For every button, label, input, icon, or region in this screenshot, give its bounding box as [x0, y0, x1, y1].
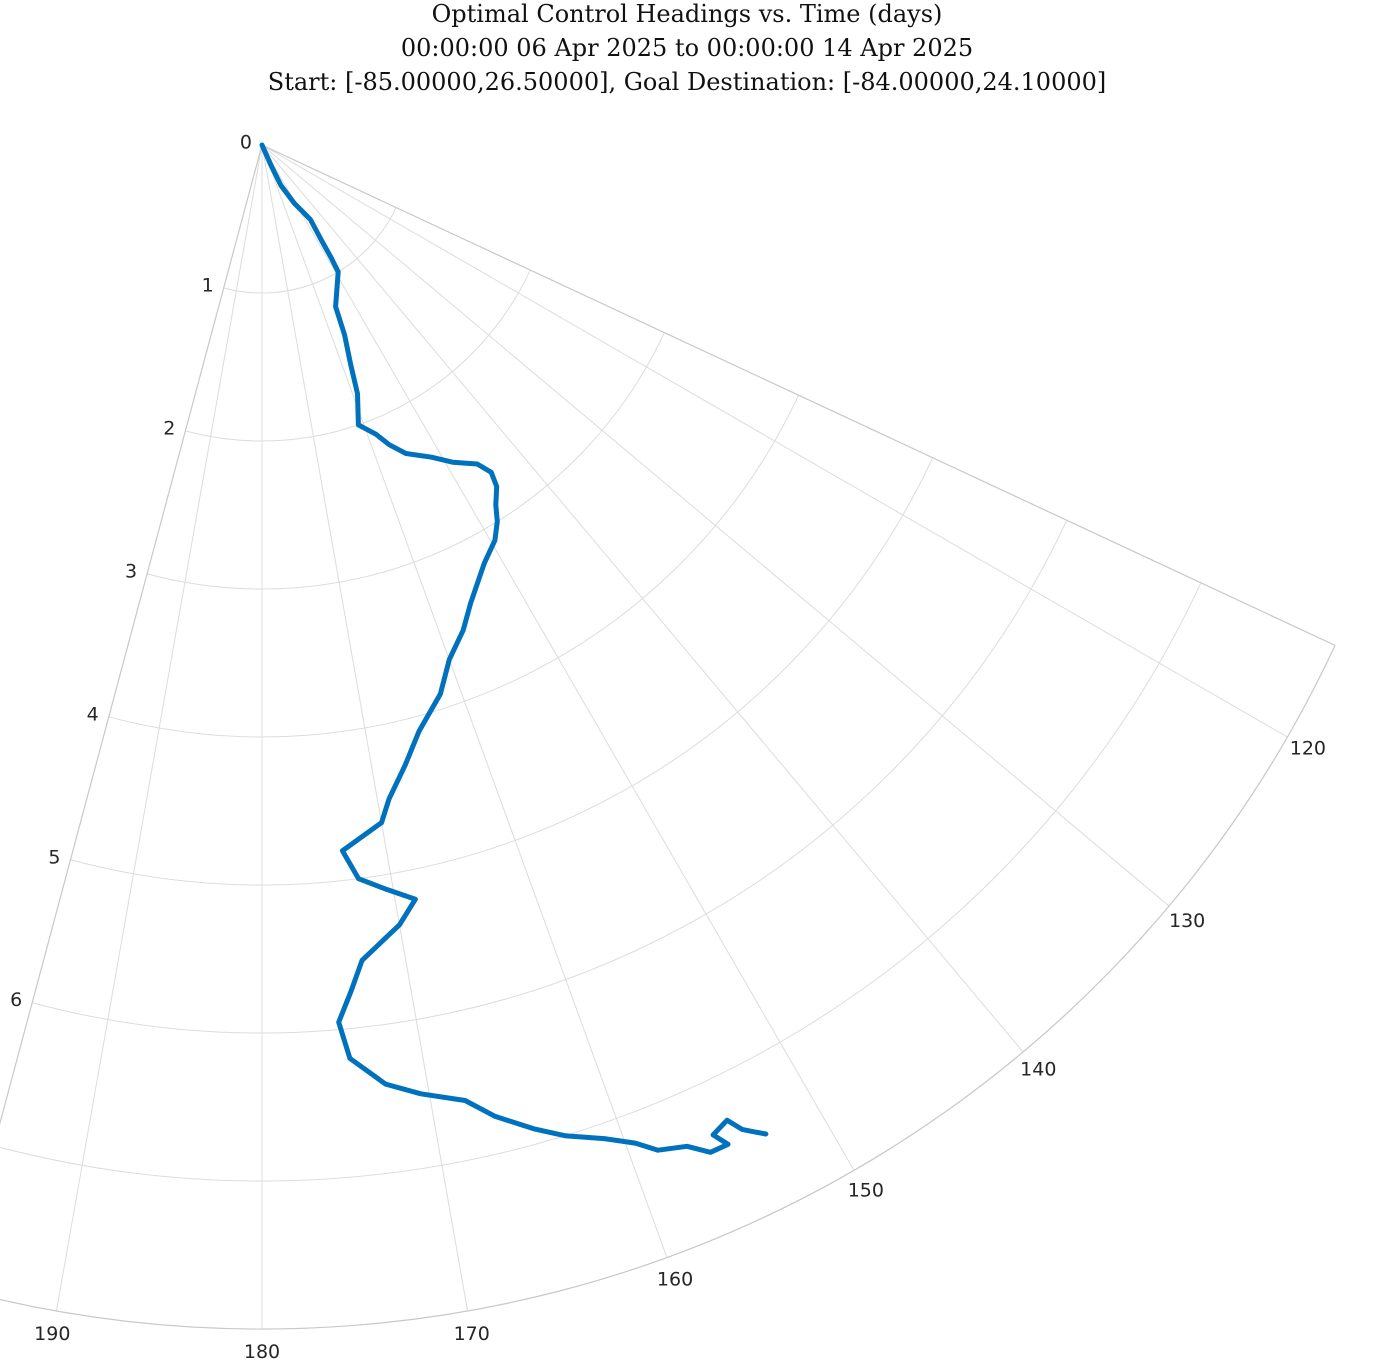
r-gridline-5 — [70, 457, 934, 886]
r-tick-labels: 012345678 — [10, 132, 252, 1012]
r-gridline-7 — [0, 582, 1202, 1182]
r-gridline-3 — [146, 332, 665, 590]
theta-tick-label: 160 — [657, 1268, 693, 1290]
theta-tick-label: 150 — [848, 1179, 884, 1201]
r-tick-label: 2 — [163, 417, 175, 439]
radial-gridlines — [0, 207, 1202, 1182]
r-tick-label: 4 — [87, 703, 99, 725]
theta-tick-label: 180 — [244, 1341, 280, 1363]
boundary-edge-min — [261, 144, 1336, 646]
r-tick-label: 6 — [10, 989, 22, 1011]
theta-tick-label: 190 — [34, 1323, 70, 1345]
boundary-edge-max — [0, 144, 263, 1126]
r-gridline-4 — [108, 394, 799, 738]
r-gridline-2 — [185, 269, 531, 442]
title-line-2: 00:00:00 06 Apr 2025 to 00:00:00 14 Apr … — [400, 34, 974, 62]
theta-tick-label: 170 — [454, 1323, 490, 1345]
theta-tick-label: 120 — [1290, 737, 1326, 759]
r-gridline-6 — [32, 520, 1068, 1034]
theta-tick-label: 130 — [1169, 910, 1205, 932]
r-tick-label: 0 — [240, 132, 252, 154]
boundary-arc — [0, 645, 1336, 1330]
r-gridline-1 — [223, 207, 397, 294]
title-line-3: Start: [-85.00000,26.50000], Goal Destin… — [267, 68, 1107, 96]
plot-boundary — [0, 144, 1336, 1330]
theta-tick-label: 140 — [1020, 1059, 1056, 1081]
series-line-0 — [259, 142, 769, 1155]
r-tick-label: 3 — [125, 560, 137, 582]
r-tick-label: 1 — [202, 274, 214, 296]
r-tick-label: 5 — [48, 846, 60, 868]
title-line-1: Optimal Control Headings vs. Time (days) — [431, 0, 943, 28]
theta-tick-labels: 120 130 140 150 160 170 180 190 — [34, 737, 1326, 1363]
series-layer — [259, 142, 769, 1155]
